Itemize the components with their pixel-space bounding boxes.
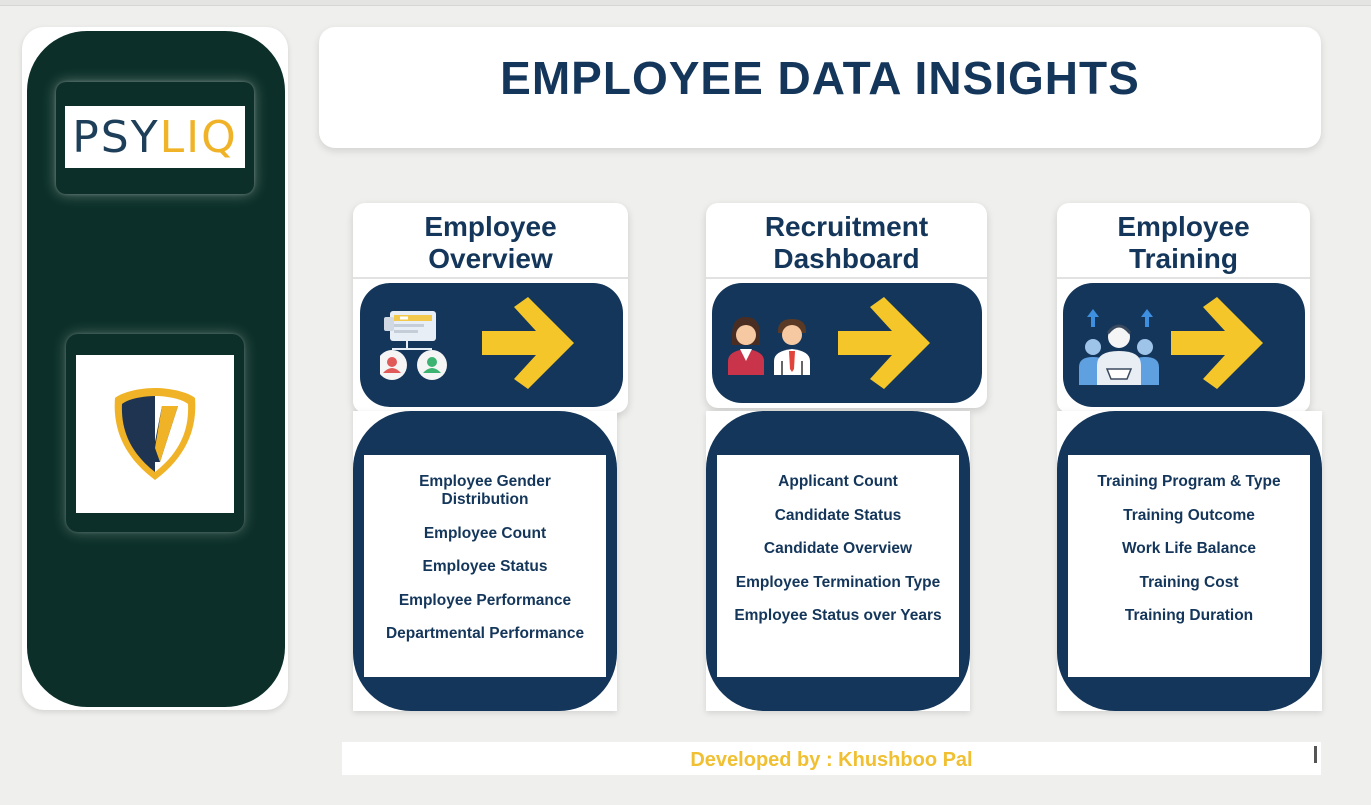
card-item-list: Employee Gender Distribution Employee Co… [364, 455, 606, 677]
list-item[interactable]: Training Cost [1139, 573, 1239, 591]
psyliq-logo-part2: LIQ [159, 111, 238, 163]
card-item-list: Applicant Count Candidate Status Candida… [717, 455, 959, 677]
list-item[interactable]: Training Duration [1124, 607, 1254, 624]
card-title-line2: Dashboard [773, 243, 920, 274]
list-item[interactable]: Departmental Performance [385, 625, 585, 642]
card-title-line2: Overview [428, 243, 553, 274]
card-body: Employee Gender Distribution Employee Co… [353, 411, 617, 711]
list-item[interactable]: Employee Status over Years [734, 607, 942, 624]
card-divider [353, 277, 628, 279]
card-title-line1: Recruitment [764, 211, 929, 242]
card-title: Employee Training [1057, 211, 1310, 275]
list-item[interactable]: Training Program & Type [1097, 473, 1281, 490]
scroll-indicator[interactable] [1314, 746, 1317, 763]
card-title-line2: Training [1129, 243, 1238, 274]
card-body: Applicant Count Candidate Status Candida… [706, 411, 970, 711]
card-divider [706, 277, 987, 279]
card-title: Employee Overview [353, 211, 628, 275]
shield-emblem-icon[interactable] [76, 355, 234, 513]
nav-button-employee-training[interactable] [1063, 283, 1305, 407]
page-title: EMPLOYEE DATA INSIGHTS [500, 51, 1140, 104]
footer-bar: Developed by : Khushboo Pal [342, 742, 1321, 775]
training-group-icon [1079, 309, 1159, 385]
list-item[interactable]: Applicant Count [778, 473, 898, 490]
shield-emblem-svg [114, 388, 196, 480]
psyliq-logo-part1: PSY [72, 111, 160, 163]
card-body: Training Program & Type Training Outcome… [1057, 411, 1322, 711]
list-item[interactable]: Employee Performance [398, 591, 572, 609]
list-item[interactable]: Employee Status [422, 558, 548, 575]
nav-button-employee-overview[interactable] [360, 283, 623, 407]
arrow-right-icon [838, 297, 930, 389]
page-header: EMPLOYEE DATA INSIGHTS [319, 27, 1321, 148]
card-item-list: Training Program & Type Training Outcome… [1068, 455, 1310, 677]
list-item[interactable]: Employee Gender Distribution [419, 473, 551, 508]
list-item[interactable]: Work Life Balance [1121, 540, 1257, 557]
card-title: Recruitment Dashboard [706, 211, 987, 275]
card-divider [1057, 277, 1310, 279]
list-item[interactable]: Candidate Overview [763, 540, 913, 557]
list-item[interactable]: Employee Termination Type [735, 573, 941, 591]
arrow-right-icon [482, 297, 574, 389]
nav-button-recruitment-dashboard[interactable] [712, 283, 982, 403]
list-item[interactable]: Employee Count [423, 524, 547, 542]
list-item[interactable]: Candidate Status [774, 506, 902, 524]
card-title-line1: Employee [1117, 211, 1250, 242]
top-edge [0, 0, 1371, 6]
psyliq-logo[interactable]: PSY LIQ [65, 106, 245, 168]
employee-profile-icon [380, 311, 447, 380]
developer-credit: Developed by : Khushboo Pal [690, 748, 973, 771]
card-title-line1: Employee [424, 211, 557, 242]
recruitment-people-icon [728, 317, 810, 375]
arrow-right-icon [1171, 297, 1263, 389]
list-item[interactable]: Training Outcome [1123, 506, 1255, 524]
